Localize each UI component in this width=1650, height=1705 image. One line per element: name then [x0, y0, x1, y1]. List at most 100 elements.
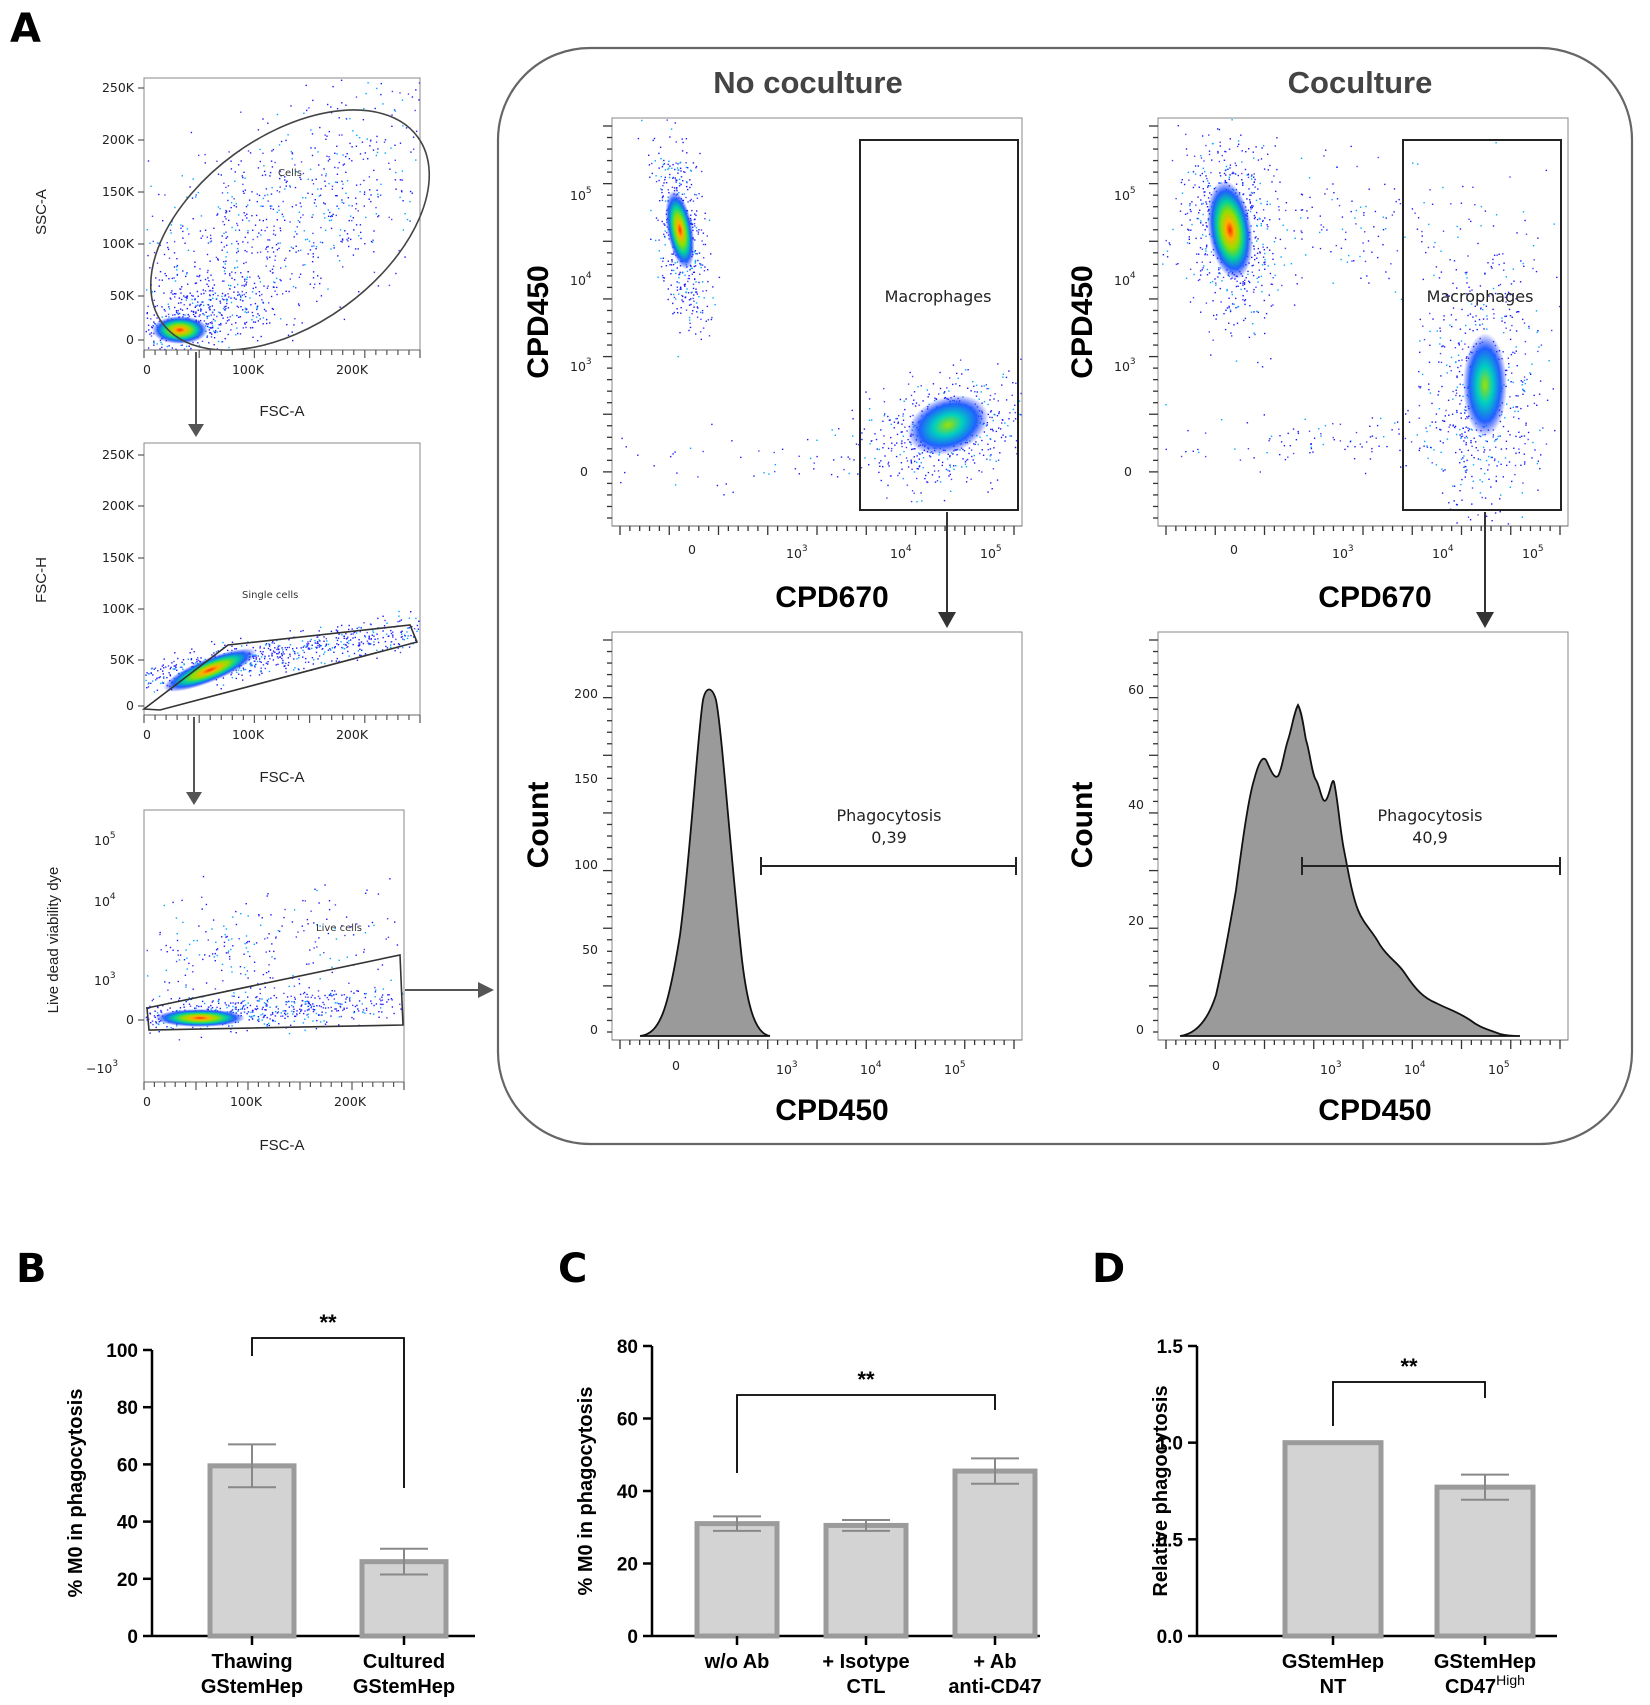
scatter-dot [171, 347, 174, 349]
scatter-dot [185, 345, 188, 348]
scatter-dot [1475, 447, 1477, 449]
scatter-dot [1442, 470, 1444, 472]
scatter-dot [177, 657, 179, 660]
scatter-dot [1260, 224, 1262, 227]
scatter-dot [154, 305, 157, 308]
scatter-dot [1466, 416, 1468, 418]
scatter-dot [170, 998, 172, 1000]
scatter-dot [156, 678, 158, 680]
scatter-dot [186, 957, 188, 959]
scatter-dot [251, 1015, 253, 1018]
scatter-dot [256, 307, 259, 309]
scatter-dot [1537, 330, 1539, 332]
scatter-dot [323, 202, 325, 204]
scatter-dot [1237, 285, 1239, 287]
scatter-dot [151, 999, 153, 1002]
scatter-dot [274, 1020, 276, 1022]
scatter-dot [694, 250, 697, 252]
scatter-dot [216, 331, 218, 333]
scatter-dot [364, 932, 367, 934]
scatter-dot [1256, 240, 1258, 242]
scatter-dot [312, 962, 314, 964]
scatter-dot [238, 938, 240, 940]
scatter-dot [240, 637, 242, 640]
scatter-dot [276, 656, 279, 658]
scatter-dot [834, 434, 836, 436]
scatter-dot [147, 160, 150, 162]
scatter-dot [352, 934, 355, 936]
scatter-dot [1459, 434, 1461, 436]
scatter-dot [1181, 192, 1184, 194]
scatter-dot [1466, 271, 1468, 274]
scatter-dot [355, 197, 357, 199]
scatter-dot [293, 1011, 295, 1013]
scatter-dot [876, 448, 878, 450]
scatter-dot [284, 188, 286, 190]
x-tick-label: 200K [334, 1094, 367, 1109]
scatter-dot [208, 280, 210, 282]
scatter-dot [343, 637, 345, 639]
scatter-dot [1212, 300, 1214, 302]
scatter-dot [185, 299, 187, 301]
scatter-dot [763, 472, 765, 474]
scatter-dot [344, 230, 346, 232]
scatter-dot [189, 186, 191, 188]
scatter-dot [298, 211, 301, 213]
scatter-dot [176, 258, 178, 260]
scatter-dot [298, 657, 300, 659]
scatter-dot [673, 311, 675, 314]
scatter-dot [352, 254, 355, 256]
scatter-dot [983, 385, 985, 387]
scatter-dot [240, 669, 242, 672]
scatter-dot [353, 1011, 355, 1014]
scatter-dot [1210, 251, 1213, 253]
scatter-dot [257, 655, 259, 657]
scatter-dot [1205, 225, 1208, 227]
scatter-dot [272, 271, 274, 274]
scatter-dot [672, 176, 675, 179]
scatter-dot [740, 456, 742, 459]
scatter-dot [686, 152, 688, 154]
scatter-dot [165, 944, 167, 947]
scatter-dot [181, 344, 183, 346]
scatter-dot [197, 659, 200, 661]
scatter-dot [159, 931, 161, 934]
scatter-dot [209, 306, 211, 308]
scatter-dot [299, 1008, 301, 1010]
scatter-dot [1232, 171, 1234, 174]
scatter-dot [189, 304, 191, 306]
scatter-dot [146, 672, 148, 674]
scatter-dot [226, 935, 228, 938]
scatter-dot [290, 1024, 292, 1026]
scatter-dot [910, 394, 913, 397]
scatter-dot [1244, 279, 1246, 281]
scatter-dot [171, 662, 173, 664]
scatter-dot [345, 638, 348, 640]
scatter-dot [146, 1016, 148, 1018]
scatter-dot [279, 186, 281, 188]
scatter-dot [233, 291, 235, 293]
scatter-dot [214, 952, 216, 955]
scatter-dot [995, 430, 997, 433]
scatter-dot [242, 309, 244, 311]
scatter-dot [1260, 275, 1263, 278]
scatter-dot [903, 450, 905, 453]
scatter-dot [340, 79, 343, 81]
scatter-dot [381, 1011, 383, 1013]
scatter-dot [402, 638, 404, 640]
scatter-dot [1523, 389, 1525, 392]
scatter-dot [1456, 287, 1458, 289]
scatter-dot [912, 414, 914, 417]
scatter-dot [236, 327, 238, 329]
scatter-dot [236, 247, 239, 250]
scatter-dot [356, 1004, 358, 1007]
scatter-dot [1486, 315, 1488, 317]
scatter-dot [964, 369, 967, 371]
scatter-dot [206, 253, 209, 256]
scatter-dot [1494, 512, 1497, 514]
scatter-dot [994, 393, 996, 395]
scatter-dot [913, 399, 915, 401]
scatter-dot [1231, 303, 1234, 305]
scatter-dot [688, 329, 690, 332]
scatter-dot [932, 383, 935, 385]
